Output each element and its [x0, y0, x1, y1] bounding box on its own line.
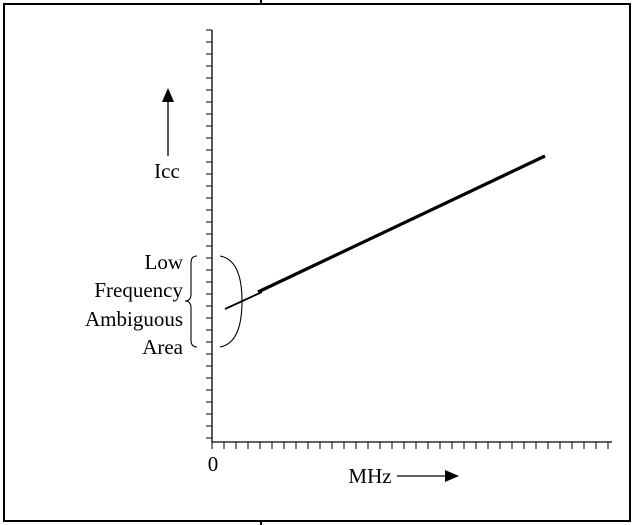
y-axis-ticks — [206, 29, 212, 439]
region-label-line-1: Low — [145, 250, 184, 274]
y-axis-label: Icc — [154, 159, 180, 183]
origin-label: 0 — [208, 452, 219, 476]
region-label-line-4: Area — [142, 335, 183, 359]
icc-line-main — [257, 154, 546, 294]
right-arrow-icon — [445, 470, 459, 482]
region-curve — [219, 255, 243, 348]
icc-line-low-segment — [224, 291, 263, 310]
region-label-line-3: Ambiguous — [85, 307, 183, 331]
region-brace — [184, 255, 198, 348]
x-axis-ticks — [211, 442, 609, 449]
up-arrow-icon — [162, 88, 174, 102]
region-label-line-2: Frequency — [94, 278, 183, 302]
figure-frame — [3, 3, 631, 522]
x-axis-label: MHz — [348, 464, 391, 488]
